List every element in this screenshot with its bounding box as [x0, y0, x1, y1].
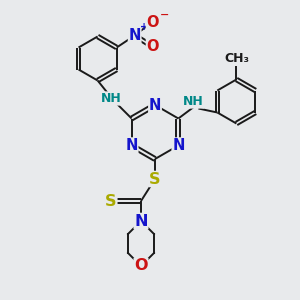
Text: O: O [146, 15, 159, 30]
Text: O: O [146, 39, 159, 54]
Text: NH: NH [183, 95, 204, 108]
Text: O: O [134, 259, 148, 274]
Text: N: N [125, 138, 138, 153]
Text: S: S [105, 194, 117, 208]
Text: +: + [140, 22, 148, 32]
Text: N: N [172, 138, 184, 153]
Text: N: N [149, 98, 161, 112]
Text: NH: NH [101, 92, 122, 105]
Text: −: − [160, 10, 169, 20]
Text: N: N [128, 28, 141, 43]
Text: CH₃: CH₃ [224, 52, 249, 65]
Text: S: S [149, 172, 161, 187]
Text: N: N [134, 214, 148, 229]
